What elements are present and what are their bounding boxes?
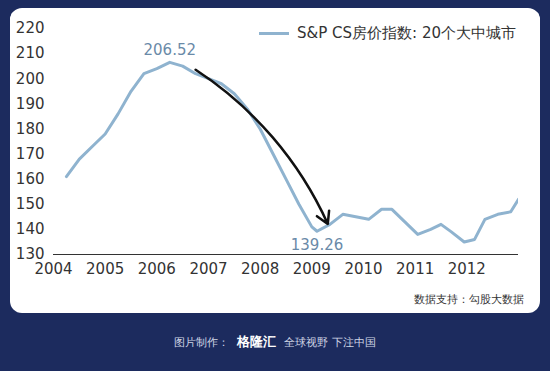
svg-text:2007: 2007 [189,260,227,278]
svg-text:180: 180 [16,120,45,138]
svg-text:2005: 2005 [86,260,124,278]
svg-text:2004: 2004 [34,260,72,278]
svg-text:2012: 2012 [448,260,486,278]
svg-text:2008: 2008 [241,260,279,278]
svg-text:2010: 2010 [344,260,382,278]
html-text:S&P CS房价指数: 20个大中城市: S&P CS房价指数: 20个大中城市 [297,24,516,42]
svg-text:170: 170 [16,145,45,163]
svg-text:2006: 2006 [138,260,176,278]
svg-text:150: 150 [16,195,45,213]
svg-text:190: 190 [16,95,45,113]
html-text:数据支持：勾股大数据: 数据支持：勾股大数据 [414,293,524,306]
html-text:全球视野 下注中国: 全球视野 下注中国 [284,335,376,349]
svg-text:220: 220 [16,19,45,37]
svg-text:2009: 2009 [293,260,331,278]
html-text:格隆汇: 格隆汇 [237,334,277,349]
svg-text:210: 210 [16,44,45,62]
svg-text:160: 160 [16,170,45,188]
html-text:图片制作：: 图片制作： [174,335,230,349]
svg-text:206.52: 206.52 [144,41,197,59]
svg-text:2011: 2011 [396,260,434,278]
svg-text:130: 130 [15,245,45,264]
svg-text:140: 140 [16,220,45,238]
svg-text:139.26: 139.26 [291,236,344,254]
svg-text:200: 200 [16,70,45,88]
